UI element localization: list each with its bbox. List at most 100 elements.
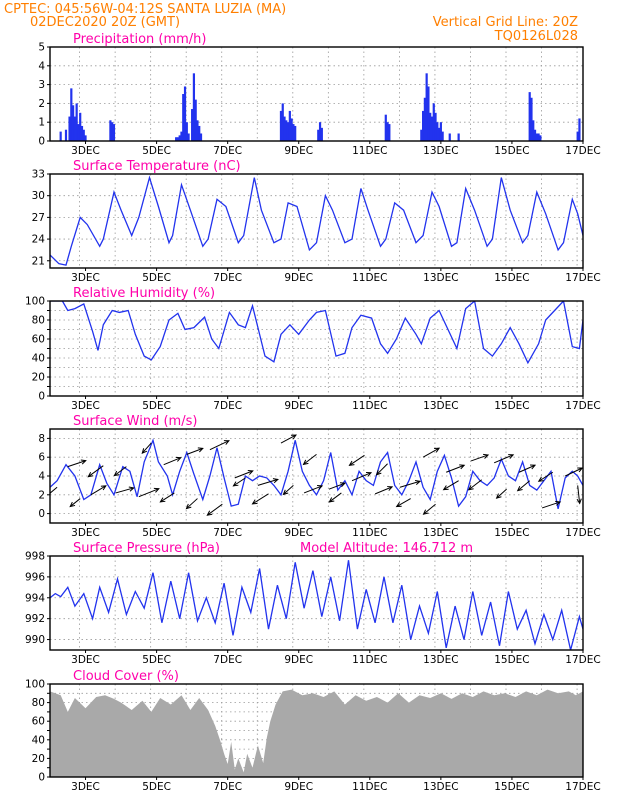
precip-bar — [528, 92, 531, 141]
wind-arrow — [422, 447, 441, 458]
wind-arrow-shaft — [496, 488, 507, 499]
precip-bar — [532, 120, 535, 141]
wind-arrow-shaft — [376, 463, 388, 476]
wind-arrow-shaft — [443, 480, 459, 491]
wind-arrow-head — [153, 487, 160, 493]
wind-arrow — [565, 467, 583, 477]
wind-arrow — [516, 480, 531, 492]
x-tick-label: 17DEC — [565, 400, 600, 412]
x-tick-label: 9DEC — [284, 527, 313, 539]
x-tick-label: 15DEC — [494, 272, 529, 284]
precip-bar — [80, 125, 84, 141]
wind-arrow-shaft — [468, 479, 483, 491]
y-tick-label: 2 — [38, 98, 45, 110]
y-tick-label: 33 — [32, 169, 45, 181]
wind-arrow-head — [530, 464, 537, 470]
y-tick-label: 40 — [32, 734, 45, 746]
precip-bar — [185, 122, 188, 141]
wind-arrow — [348, 454, 365, 466]
wind-arrow-head — [317, 485, 324, 490]
precip-bar — [386, 122, 389, 141]
wind-arrow-head — [366, 471, 373, 477]
x-tick-label: 11DEC — [352, 400, 387, 412]
x-tick-label: 7DEC — [213, 654, 242, 666]
wind-arrow-shaft — [141, 442, 152, 454]
wind-arrow — [395, 498, 411, 508]
wind-arrow-head — [422, 509, 429, 515]
y-tick-label: 4 — [38, 471, 45, 483]
x-tick-label: 5DEC — [142, 654, 171, 666]
precip-bar — [576, 131, 579, 141]
wind-arrow-shaft — [50, 486, 58, 494]
pressure-annotation: Model Altitude: 146.712 m — [300, 541, 473, 556]
wind-arrow-shaft — [90, 485, 107, 496]
wind-arrow — [138, 487, 160, 498]
x-tick-label: 15DEC — [494, 400, 529, 412]
wind-arrow — [251, 493, 269, 505]
x-tick-label: 13DEC — [423, 781, 458, 793]
temperature-title: Surface Temperature (nC) — [73, 159, 241, 174]
wind-arrow-shaft — [493, 454, 514, 464]
wind-arrow-head — [495, 493, 502, 499]
panel-wind: 0 2 4 6 8 3DEC 5DEC 7DEC 9DEC 11DEC 13DEC 15DEC 17DE… — [38, 414, 600, 539]
panels-group: 0 1 2 3 4 5 3DEC 5DEC 7DEC 9DEC 11DEC 13DEC 15DEC 17D… — [25, 32, 601, 793]
panel-temperature: 21 24 27 30 33 3DEC 5DEC 7DEC 9DEC 11DEC 13DEC 15DE… — [32, 159, 601, 284]
y-tick-label: 990 — [25, 634, 45, 646]
wind-arrow — [328, 492, 342, 503]
precip-bar — [196, 120, 199, 141]
precip-bar — [84, 135, 87, 141]
wind-arrow-shaft — [446, 464, 465, 473]
wind-arrow-shaft — [396, 498, 411, 507]
precip-bar — [68, 116, 71, 141]
x-tick-label: 15DEC — [494, 654, 529, 666]
wind-arrow-shaft — [234, 470, 253, 479]
y-tick-label: 4 — [38, 60, 45, 72]
precipitation-data — [59, 73, 581, 141]
panel-pressure: 990 992 994 996 998 3DEC 5DEC 7DEC 9DEC 11DEC 13DE… — [25, 541, 601, 666]
precipitation-title: Precipitation (mm/h) — [73, 32, 206, 47]
humidity-data — [50, 301, 583, 365]
wind-arrow — [493, 454, 515, 464]
wind-arrow-shaft — [538, 471, 554, 482]
panel-frame — [49, 428, 584, 524]
wind-arrow-shaft — [351, 472, 372, 482]
panel-cloud: 0 20 40 60 80 100 3DEC 5DEC 7DEC 9DEC 11DEC 13DEC 15… — [25, 669, 601, 793]
wind-arrow — [422, 503, 436, 515]
wind-arrow-head — [577, 467, 583, 473]
precip-bar — [429, 112, 432, 141]
wind-arrow — [234, 469, 254, 479]
precip-bar — [425, 73, 428, 141]
x-tick-label: 3DEC — [71, 781, 100, 793]
precip-bar — [112, 124, 116, 141]
wind-arrow — [351, 471, 373, 482]
temperature-data — [50, 175, 583, 266]
x-tick-label: 11DEC — [352, 145, 387, 157]
y-tick-label: 992 — [25, 613, 45, 625]
precip-bar — [279, 110, 283, 141]
y-tick-label: 21 — [32, 255, 45, 267]
x-tick-label: 5DEC — [142, 400, 171, 412]
wind-arrow-shaft — [160, 492, 175, 503]
y-tick-label: 1 — [38, 117, 45, 129]
wind-title: Surface Wind (m/s) — [73, 414, 197, 429]
precip-bar — [290, 118, 293, 141]
x-tick-label: 3DEC — [71, 527, 100, 539]
x-tick-label: 11DEC — [352, 781, 387, 793]
x-tick-label: 7DEC — [213, 781, 242, 793]
precip-bar — [283, 116, 286, 141]
wind-arrow — [282, 485, 294, 496]
wind-arrow-head — [483, 453, 490, 459]
y-tick-label: 20 — [32, 753, 45, 765]
wind-arrow-shaft — [115, 487, 134, 494]
wind-arrow — [186, 447, 204, 455]
x-tick-label: 5DEC — [142, 527, 171, 539]
y-tick-label: 998 — [25, 551, 45, 563]
wind-arrow — [115, 486, 135, 494]
header-grid-note: Vertical Grid Line: 20Z — [433, 15, 578, 30]
wind-arrow — [113, 466, 127, 477]
wind-arrow — [467, 479, 483, 491]
wind-arrow-shaft — [209, 440, 230, 451]
precip-bar — [175, 137, 178, 141]
precip-bar — [439, 122, 442, 141]
panel-frame — [49, 46, 584, 142]
